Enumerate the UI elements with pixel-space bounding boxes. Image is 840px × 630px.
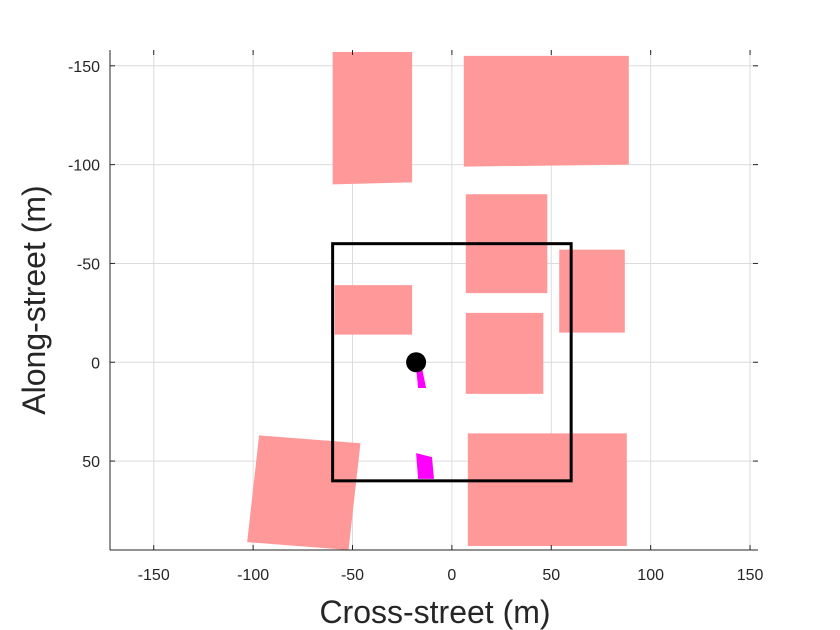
y-tick-label: -100 xyxy=(68,158,100,175)
source-2 xyxy=(416,453,434,479)
y-tick-label: 50 xyxy=(82,454,100,471)
x-tick-label: 100 xyxy=(637,567,664,584)
x-axis-title: Cross-street (m) xyxy=(319,594,550,630)
position-marker xyxy=(406,352,427,373)
axes xyxy=(109,50,758,551)
y-tick-label: -50 xyxy=(77,256,100,273)
sources-layer xyxy=(416,368,434,479)
building-6 xyxy=(465,312,544,394)
x-tick-label: 150 xyxy=(737,567,764,584)
building-1 xyxy=(332,51,413,185)
x-tick-label: 50 xyxy=(542,567,560,584)
building-8 xyxy=(467,433,627,547)
x-tick-label: -150 xyxy=(138,567,170,584)
building-5 xyxy=(334,285,413,335)
x-tick-label: -100 xyxy=(237,567,269,584)
region-layer xyxy=(331,242,573,483)
grid xyxy=(110,50,758,550)
y-tick-label: -150 xyxy=(68,59,100,76)
region-box xyxy=(331,242,573,483)
building-2 xyxy=(463,55,629,167)
y-tick-label: 0 xyxy=(91,355,100,372)
y-axis-title: Along-street (m) xyxy=(16,185,52,414)
source-1 xyxy=(416,368,427,388)
building-7 xyxy=(247,435,361,550)
building-4 xyxy=(559,249,625,333)
x-tick-label: 0 xyxy=(447,567,456,584)
marker-layer xyxy=(406,352,427,373)
x-tick-label: -50 xyxy=(341,567,364,584)
tick-labels: -150 -100 -50 0 50 100 150 -150 -100 -50 0 50 xyxy=(68,59,764,584)
